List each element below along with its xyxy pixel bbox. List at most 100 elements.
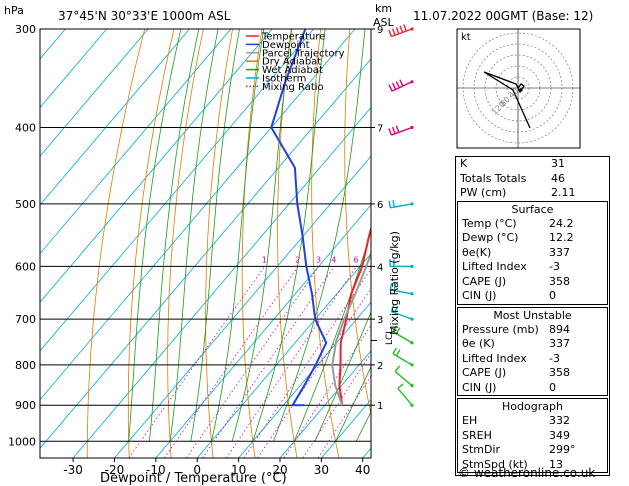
hodograph-row: EH 332 (458, 414, 607, 429)
unstable-row: Pressure (mb) 894 (458, 323, 607, 338)
x-axis-title: Dewpoint / Temperature (°C) (100, 471, 287, 486)
isotherm-line (40, 29, 356, 401)
isotherm-line (40, 58, 371, 449)
x-tick-label: 20 (272, 463, 287, 477)
index-label: PW (cm) (460, 186, 507, 199)
wind-barb (388, 200, 414, 209)
mixing-ratio-label: 25 (439, 255, 449, 264)
x-tick-label: -10 (146, 463, 166, 477)
mixing-ratio-line (128, 266, 266, 458)
wind-barb (397, 383, 414, 407)
wind-barb (388, 125, 414, 136)
dry-adiabat-line (344, 29, 371, 417)
mixing-ratio-label: 2 (295, 255, 300, 264)
legend-entry: Temperature (261, 32, 325, 43)
wind-barb (392, 347, 414, 367)
km-label: km (375, 2, 392, 15)
legend-entry: Mixing Ratio (262, 82, 324, 93)
surface-row: Temp (°C) 24.2 (458, 217, 607, 232)
location-title: 37°45'N 30°33'E 1000m ASL (58, 9, 231, 23)
index-row: Totals Totals 46 (456, 172, 609, 187)
hodograph-ring (484, 54, 552, 122)
unstable-row: Lifted Index -3 (458, 352, 607, 367)
dry-adiabat-line (86, 29, 146, 458)
index-value: 2.11 (551, 186, 576, 199)
hodograph-title: Hodograph (502, 400, 563, 413)
unstable-value: 0 (549, 380, 556, 394)
indices-panel: K 31 Totals Totals 46 PW (cm) 2.11 Surface Te… (455, 156, 610, 476)
dry-adiabat-line (614, 29, 629, 458)
hodograph-row: StmDir 299° (458, 443, 607, 458)
isotherm-line (40, 29, 108, 109)
parcel-trajectory-profile (331, 250, 371, 406)
isotherm-line (114, 155, 371, 458)
km-tick-label: 6 (377, 200, 383, 211)
pressure-tick-label: 600 (15, 260, 36, 273)
surface-value: 12.2 (549, 231, 574, 244)
hodograph-value: 13 (549, 457, 563, 471)
wet-adiabat-line (252, 29, 326, 442)
index-label: Totals Totals (460, 171, 527, 185)
x-tick-label: 30 (314, 463, 329, 477)
wind-barb (389, 282, 414, 296)
hodograph-ring (506, 76, 530, 100)
index-value: 46 (551, 171, 565, 185)
dewpoint-profile (270, 29, 328, 406)
unstable-value: 337 (549, 337, 570, 350)
mixing-ratio-label: 1 (262, 255, 267, 264)
hodograph-value: 332 (549, 414, 570, 427)
km-tick-label: 9 (377, 25, 383, 36)
mixing-ratio-line (185, 266, 320, 458)
wet-adiabat-line (190, 29, 240, 442)
hodograph-ring (462, 32, 574, 144)
dry-adiabat-line (205, 29, 233, 458)
mixing-ratio-line (163, 266, 299, 458)
hodograph-trace (483, 71, 531, 129)
temperature-profile (338, 225, 371, 406)
x-tick-label: 40 (355, 463, 370, 477)
legend-entry: Wet Adiabat (262, 65, 323, 76)
surface-row: Lifted Index -3 (458, 260, 607, 275)
surface-row: CAPE (J) 358 (458, 275, 607, 290)
hodograph-label: SREH (462, 428, 492, 442)
isotherm-line (40, 29, 149, 157)
isobar-lines (40, 28, 371, 442)
wet-adiabat-line (273, 29, 366, 442)
wet-adiabat-line (211, 29, 265, 442)
hodograph-value: 299° (549, 443, 576, 456)
unstable-row: CAPE (J) 358 (458, 366, 607, 381)
pressure-tick-label: 300 (15, 23, 36, 36)
mixing-ratio-line (202, 266, 335, 458)
asl-label: ASL (373, 16, 395, 29)
isotherm-line (40, 29, 232, 255)
isotherm-line (40, 29, 190, 206)
surface-value: 24.2 (549, 216, 574, 230)
axes: 300 400 500 600 700 800 900 1000 -30 -20 -10 0 10 20 3… (8, 23, 383, 477)
hodograph-row: StmSpd (kt) 13 (458, 458, 607, 473)
isotherm-line (40, 29, 66, 60)
wind-barb (392, 325, 414, 345)
km-tick-label: 2 (377, 361, 383, 372)
isotherm-line (40, 29, 273, 303)
hodograph-label: EH (462, 414, 478, 427)
hodograph-label: StmDir (462, 443, 501, 456)
surface-row: θe(K) 337 (458, 246, 607, 261)
index-row: PW (cm) 2.11 (456, 186, 609, 201)
hodograph-ring (473, 43, 563, 133)
datetime-title: 11.07.2022 00GMT (Base: 12) (413, 9, 593, 23)
surface-value: 337 (549, 245, 570, 259)
surface-row: CIN (J) 0 (458, 289, 607, 304)
unstable-label: Pressure (mb) (462, 322, 539, 336)
wet-adiabat-line (149, 29, 200, 442)
wind-barb (388, 24, 414, 38)
lcl-label: LCL (385, 329, 395, 345)
sounding-profiles (270, 29, 371, 407)
background-lines (40, 29, 629, 458)
km-tick-label: 3 (377, 315, 383, 326)
pressure-tick-label: 800 (15, 359, 36, 372)
surface-label: CIN (J) (462, 289, 497, 302)
surface-title: Surface (511, 202, 554, 216)
surface-value: -3 (549, 260, 560, 273)
unstable-value: -3 (549, 351, 560, 365)
